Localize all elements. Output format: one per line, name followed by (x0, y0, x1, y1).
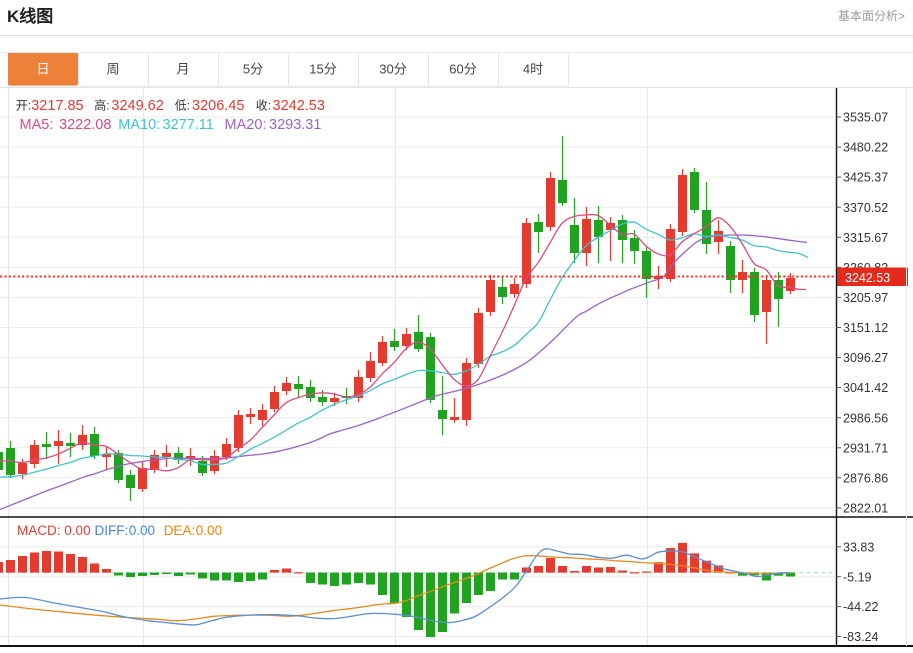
svg-text:-44.22: -44.22 (843, 600, 878, 614)
svg-text:基本面分析>: 基本面分析> (838, 9, 905, 23)
svg-text:MA10:: MA10: (118, 117, 160, 133)
svg-text:3041.42: 3041.42 (843, 381, 888, 395)
svg-text:0.00: 0.00 (129, 523, 155, 538)
svg-text:3370.52: 3370.52 (843, 201, 888, 215)
svg-text:DEA:: DEA: (164, 523, 196, 538)
svg-text:0.00: 0.00 (196, 523, 222, 538)
svg-text:2822.01: 2822.01 (843, 502, 888, 516)
svg-text:MACD:: MACD: (17, 523, 61, 538)
svg-text:3480.22: 3480.22 (843, 141, 888, 155)
svg-text:30分: 30分 (379, 62, 406, 77)
svg-text:月: 月 (176, 62, 189, 77)
svg-text:3096.27: 3096.27 (843, 351, 888, 365)
svg-text:MA20:: MA20: (225, 117, 267, 133)
svg-text:-83.24: -83.24 (843, 630, 878, 644)
svg-text:3315.67: 3315.67 (843, 231, 888, 245)
svg-text:33.83: 33.83 (843, 540, 874, 554)
svg-text:MA5:: MA5: (20, 117, 54, 133)
svg-text:3535.07: 3535.07 (843, 111, 888, 125)
svg-text:2986.56: 2986.56 (843, 411, 888, 425)
svg-text:60分: 60分 (449, 62, 476, 77)
svg-text:开:: 开: (16, 99, 31, 113)
svg-text:4时: 4时 (523, 62, 543, 77)
svg-text:2876.86: 2876.86 (843, 471, 888, 485)
svg-text:周: 周 (106, 62, 119, 77)
svg-text:3242.53: 3242.53 (845, 271, 890, 285)
svg-text:3293.31: 3293.31 (269, 117, 321, 133)
svg-text:3277.11: 3277.11 (163, 117, 214, 133)
svg-text:2931.71: 2931.71 (843, 441, 888, 455)
svg-text:K线图: K线图 (7, 6, 53, 26)
svg-text:日: 日 (36, 62, 49, 77)
svg-text:低:: 低: (175, 99, 190, 113)
svg-text:5分: 5分 (243, 62, 263, 77)
svg-text:3151.12: 3151.12 (843, 321, 888, 335)
svg-text:高:: 高: (94, 98, 109, 113)
svg-text:收:: 收: (256, 99, 271, 113)
svg-text:3217.85: 3217.85 (31, 98, 83, 114)
svg-text:3222.08: 3222.08 (59, 117, 111, 133)
svg-text:3242.53: 3242.53 (273, 98, 325, 114)
svg-text:3425.37: 3425.37 (843, 171, 888, 185)
svg-text:15分: 15分 (309, 62, 336, 77)
svg-text:3249.62: 3249.62 (111, 98, 163, 114)
svg-text:3206.45: 3206.45 (192, 98, 244, 114)
svg-text:0.00: 0.00 (64, 523, 90, 538)
svg-text:DIFF:: DIFF: (95, 523, 129, 538)
svg-text:-5.19: -5.19 (843, 570, 872, 584)
svg-text:3205.97: 3205.97 (843, 291, 888, 305)
